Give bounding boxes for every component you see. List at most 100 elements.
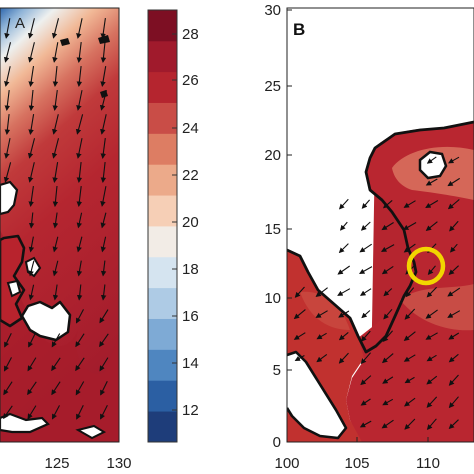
panel-a-x-tick: 130 [106, 455, 131, 472]
panel-b-letter: B [293, 20, 305, 39]
island-tiny [60, 38, 70, 46]
wind-arrow [28, 186, 34, 207]
wind-arrow [448, 265, 459, 276]
wind-arrow [404, 376, 415, 384]
wind-arrow [337, 288, 351, 296]
wind-arrow [338, 331, 349, 341]
island-south [0, 412, 50, 434]
wind-arrow [52, 185, 59, 208]
wind-arrow [4, 18, 11, 39]
wind-arrow [294, 286, 305, 298]
wind-arrow [51, 138, 60, 159]
wind-arrow [76, 404, 84, 420]
wind-arrow [359, 266, 373, 274]
wind-arrow [76, 162, 83, 183]
x-tick-label: 110 [416, 455, 440, 472]
colorbar-tick-label: 20 [182, 214, 199, 231]
hainan-island [418, 150, 448, 180]
colorbar-step [148, 349, 177, 381]
panel-a-map [0, 8, 119, 442]
wind-arrow [100, 260, 107, 277]
colorbar-tick-label: 16 [182, 308, 199, 325]
wind-arrow [426, 354, 437, 362]
wind-arrow [381, 353, 394, 364]
wind-arrow [100, 138, 106, 159]
sst-warm-patch [300, 291, 350, 330]
wind-arrow [338, 198, 349, 210]
y-tick-label: 0 [273, 434, 281, 451]
wind-arrow [51, 18, 60, 39]
wind-arrow [294, 355, 305, 362]
colorbar-step [148, 226, 177, 258]
wind-arrow [359, 288, 372, 296]
wind-arrow [76, 90, 83, 111]
wind-arrow [3, 162, 12, 183]
wind-arrow [52, 236, 59, 253]
wind-arrow [76, 138, 83, 159]
wind-arrow [339, 221, 348, 231]
wind-arrow [403, 354, 416, 362]
wind-arrow [100, 381, 108, 396]
wind-arrow [27, 381, 37, 396]
wind-vectors-a [3, 18, 109, 420]
sst-patch-a [0, 230, 119, 442]
wind-arrow [100, 114, 107, 135]
wind-arrow [76, 66, 83, 87]
wind-arrow [51, 405, 60, 420]
colorbar-tick-label: 28 [182, 26, 199, 43]
wind-arrow [382, 330, 394, 343]
wind-arrow [52, 66, 59, 87]
wind-arrow [3, 405, 13, 420]
colorbar-step [148, 256, 177, 289]
wind-arrow [4, 114, 11, 135]
wind-arrow [315, 310, 328, 318]
wind-arrow [76, 284, 83, 301]
wind-arrow [315, 287, 328, 297]
wind-arrow [100, 66, 107, 87]
wind-arrow [76, 18, 83, 39]
wind-arrow [382, 398, 394, 406]
wind-arrow [425, 221, 438, 231]
colorbar-step [148, 287, 177, 319]
wind-arrow [76, 42, 83, 63]
wind-arrow [3, 381, 13, 396]
wind-vectors-b [293, 156, 461, 431]
wind-arrow [100, 186, 107, 207]
wind-arrow [28, 66, 35, 87]
wind-arrow [4, 138, 11, 159]
wind-arrow [448, 374, 459, 386]
wind-arrow [293, 332, 306, 340]
wind-arrow [426, 396, 438, 408]
wind-arrow [381, 222, 394, 231]
wind-arrow [51, 357, 61, 372]
wind-arrow [316, 353, 328, 363]
panel-b-x-ticks: 100 105 110 [274, 437, 440, 472]
wind-arrow [99, 333, 109, 348]
wind-arrow [28, 114, 35, 135]
colorbar-step [148, 411, 177, 443]
wind-arrow [100, 284, 107, 301]
colorbar-step [148, 164, 177, 196]
wind-arrow [99, 357, 109, 372]
wind-arrow [27, 18, 35, 39]
wind-arrow [99, 90, 108, 111]
coastline [287, 120, 474, 354]
wind-arrow [447, 310, 461, 318]
wind-arrow [100, 405, 108, 420]
wind-arrow [28, 284, 35, 301]
wind-arrow [425, 178, 438, 186]
wind-arrow [28, 236, 35, 253]
colorbar-step [148, 133, 177, 165]
colorbar-step [148, 10, 177, 42]
wind-arrow [51, 333, 61, 348]
wind-arrow [3, 42, 12, 63]
wind-arrow [27, 405, 37, 420]
wind-arrow [52, 42, 59, 63]
colorbar-step [148, 195, 177, 227]
y-tick-label: 20 [264, 147, 281, 164]
colorbar-frame [147, 9, 178, 443]
colorbar-step [148, 318, 177, 350]
wind-arrow [75, 357, 85, 372]
wind-arrow [75, 114, 84, 135]
